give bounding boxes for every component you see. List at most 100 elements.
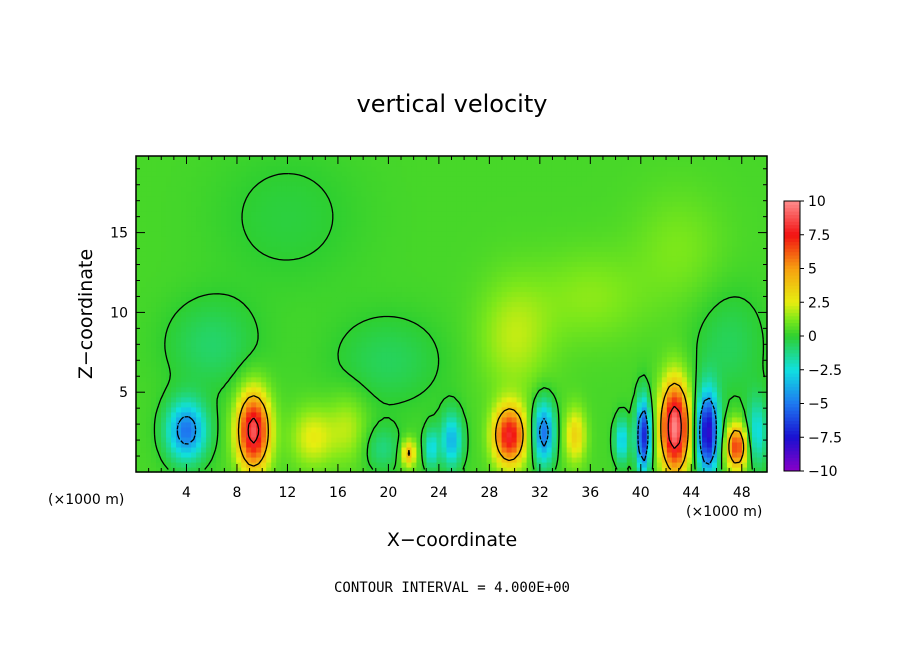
heatmap-cell	[666, 351, 673, 358]
heatmap-cell	[356, 271, 362, 277]
heatmap-cell	[291, 381, 297, 388]
heatmap-cell	[711, 311, 718, 318]
heatmap-cell	[641, 311, 648, 318]
heatmap-cell	[496, 316, 503, 323]
heatmap-cell	[386, 331, 393, 338]
heatmap-cell	[576, 351, 583, 358]
heatmap-cell	[291, 291, 297, 298]
heatmap-cell	[731, 396, 738, 403]
heatmap-cell	[476, 456, 483, 463]
heatmap-cell	[136, 286, 142, 293]
heatmap-cell	[441, 291, 448, 298]
heatmap-cell	[586, 376, 593, 383]
heatmap-cell	[301, 306, 307, 313]
heatmap-cell	[281, 336, 287, 343]
heatmap-cell	[436, 286, 443, 293]
heatmap-cell	[591, 291, 598, 298]
heatmap-cell	[266, 276, 272, 282]
heatmap-cell	[266, 406, 272, 413]
heatmap-cell	[416, 271, 423, 277]
heatmap-cell	[501, 406, 508, 413]
heatmap-cell	[376, 466, 382, 473]
heatmap-cell	[501, 346, 508, 353]
heatmap-cell	[401, 346, 408, 353]
heatmap-cell	[256, 271, 262, 277]
heatmap-cell	[586, 346, 593, 353]
heatmap-cell	[596, 331, 603, 338]
heatmap-cell	[536, 301, 543, 308]
heatmap-cell	[386, 351, 393, 358]
heatmap-cell	[741, 386, 748, 393]
heatmap-cell	[536, 441, 543, 448]
heatmap-cell	[306, 451, 312, 458]
heatmap-cell	[446, 446, 453, 453]
heatmap-cell	[731, 331, 738, 338]
heatmap-cell	[491, 401, 498, 408]
heatmap-cell	[191, 406, 197, 413]
heatmap-cell	[336, 291, 342, 298]
heatmap-cell	[231, 466, 237, 473]
heatmap-cell	[451, 271, 458, 277]
heatmap-cell	[301, 331, 307, 338]
heatmap-cell	[381, 406, 387, 413]
heatmap-cell	[151, 331, 157, 338]
heatmap-cell	[341, 406, 347, 413]
heatmap-cell	[676, 421, 683, 428]
heatmap-cell	[356, 361, 362, 368]
heatmap-cell	[676, 331, 683, 338]
heatmap-cell	[346, 326, 352, 333]
heatmap-cell	[326, 416, 332, 423]
heatmap-cell	[156, 311, 162, 318]
heatmap-cell	[431, 336, 438, 343]
heatmap-cell	[326, 296, 332, 303]
heatmap-cell	[171, 301, 177, 308]
heatmap-cell	[731, 431, 738, 438]
heatmap-cell	[761, 366, 768, 373]
heatmap-cell	[641, 466, 648, 473]
heatmap-cell	[391, 411, 398, 418]
heatmap-cell	[656, 441, 663, 448]
heatmap-cell	[291, 366, 297, 373]
heatmap-cell	[761, 346, 768, 353]
heatmap-cell	[561, 441, 568, 448]
heatmap-cell	[486, 391, 493, 398]
heatmap-cell	[456, 391, 463, 398]
heatmap-cell	[286, 341, 292, 348]
heatmap-cell	[266, 411, 272, 418]
heatmap-cell	[686, 291, 693, 298]
heatmap-cells	[136, 156, 768, 473]
heatmap-cell	[326, 376, 332, 383]
heatmap-cell	[336, 436, 342, 443]
heatmap-cell	[206, 456, 212, 463]
heatmap-cell	[481, 436, 488, 443]
heatmap-cell	[561, 351, 568, 358]
heatmap-cell	[251, 336, 257, 343]
heatmap-cell	[301, 426, 307, 433]
heatmap-cell	[611, 381, 618, 388]
heatmap-cell	[751, 341, 758, 348]
heatmap-cell	[296, 271, 302, 277]
heatmap-cell	[226, 401, 232, 408]
heatmap-cell	[696, 351, 703, 358]
heatmap-cell	[196, 431, 202, 438]
heatmap-cell	[666, 361, 673, 368]
heatmap-cell	[176, 351, 182, 358]
heatmap-cell	[221, 271, 227, 277]
heatmap-cell	[321, 376, 327, 383]
heatmap-cell	[681, 461, 688, 468]
heatmap-cell	[196, 416, 202, 423]
heatmap-cell	[506, 451, 513, 458]
heatmap-cell	[181, 396, 187, 403]
heatmap-cell	[296, 316, 302, 323]
heatmap-cell	[671, 371, 678, 378]
heatmap-cell	[636, 436, 643, 443]
heatmap-cell	[191, 341, 197, 348]
heatmap-cell	[401, 356, 408, 363]
heatmap-cell	[566, 376, 573, 383]
heatmap-cell	[736, 461, 743, 468]
heatmap-cell	[631, 321, 638, 328]
heatmap-cell	[606, 456, 613, 463]
heatmap-cell	[251, 451, 257, 458]
heatmap-cell	[716, 441, 723, 448]
heatmap-cell	[411, 276, 418, 282]
